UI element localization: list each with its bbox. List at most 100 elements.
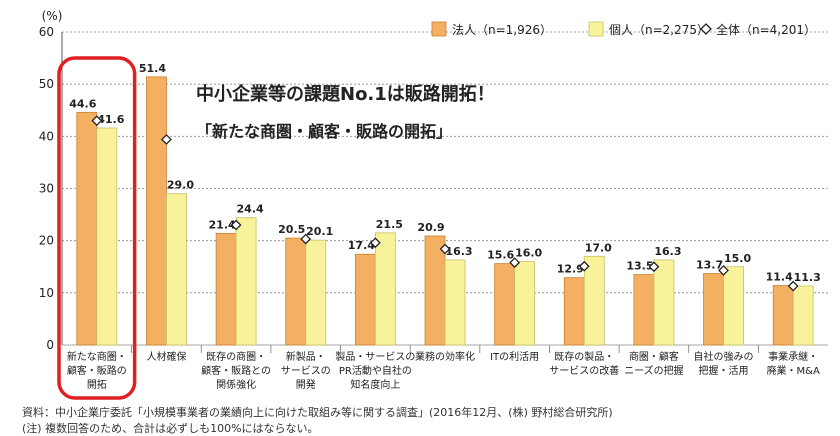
y-axis-unit-label: (%) [42, 9, 63, 23]
x-tick-label: 開発 [296, 378, 316, 391]
bar-kojin [723, 266, 744, 346]
x-tick-label: 顧客・販路との [201, 364, 271, 377]
x-tick-label: 把握・活用 [699, 364, 749, 377]
data-label-hojin: 51.4 [139, 62, 166, 75]
data-label-kojin: 21.5 [376, 218, 403, 231]
marker-zentai [718, 264, 729, 276]
x-tick-label: 人材確保 [146, 350, 186, 363]
marker-zentai [648, 261, 660, 273]
data-label-hojin: 15.6 [487, 249, 514, 262]
data-label-hojin: 21.4 [209, 218, 236, 231]
bar-hojin [146, 76, 167, 346]
source-note: 資料：中小企業庁委託「小規模事業者の業績向上に向けた取組み等に関する調査」(20… [22, 406, 613, 419]
bar-kojin [166, 193, 187, 346]
data-label-kojin: 17.0 [585, 241, 612, 254]
data-label-kojin: 29.0 [167, 179, 194, 192]
marker-zentai [369, 237, 381, 249]
x-tick-label: 廃業・M&A [767, 364, 820, 377]
bar-hojin [494, 263, 516, 346]
marker-zentai [300, 233, 312, 245]
data-label-hojin: 13.5 [626, 260, 653, 273]
bar-hojin [424, 235, 446, 346]
y-tick-label: 0 [46, 338, 54, 352]
marker-zentai [439, 243, 451, 255]
legend-label-zentai: 全体（n=4,201） [716, 22, 816, 37]
data-label-hojin: 17.4 [348, 239, 375, 252]
legend-label-kojin: 個人（n=2,275） [609, 23, 709, 37]
data-label-hojin: 44.6 [69, 97, 96, 110]
y-tick-label: 50 [39, 77, 54, 91]
bar-kojin [792, 285, 814, 346]
footnote: (注) 複数回答のため、合計は必ずしも100%にはならない。 [22, 422, 319, 435]
x-tick-label: ニーズの把握 [624, 364, 684, 377]
data-label-kojin: 16.0 [515, 247, 542, 260]
bar-kojin [374, 232, 396, 346]
x-tick-label: PR活動や自社の [339, 364, 412, 377]
data-label-kojin: 41.6 [97, 113, 124, 126]
bar-hojin [76, 111, 98, 346]
headline-2: 「新たな商圏・顧客・販路の開拓」 [196, 122, 453, 141]
x-tick-label: ITの利活用 [490, 351, 539, 363]
marker-zentai [509, 257, 521, 268]
x-tick-label: 業務の効率化 [415, 350, 475, 363]
marker-zentai [578, 260, 590, 272]
bar-hojin [354, 253, 376, 346]
data-label-kojin: 16.3 [654, 245, 681, 258]
x-tick-label: 開拓 [87, 379, 107, 391]
x-tick-label: 自社の強みの [694, 350, 754, 363]
legend-swatch-kojin [588, 21, 604, 37]
data-label-kojin: 15.0 [724, 252, 751, 265]
bar-kojin [583, 255, 605, 346]
bar-kojin [96, 127, 118, 346]
legend-label-hojin: 法人（n=1,926） [452, 23, 552, 37]
bar-hojin [285, 237, 307, 346]
highlight-outline [57, 56, 137, 400]
data-label-hojin: 13.7 [696, 259, 723, 272]
marker-zentai [91, 115, 103, 127]
y-tick-label: 10 [39, 286, 54, 300]
bar-hojin [633, 274, 655, 346]
bars: 44.641.6 51.4 29.0 21.424.4 20.5 20.1 17.421.5… [57, 56, 821, 400]
x-tick-label: 商圏・顧客 [629, 350, 679, 363]
x-tick-label: 顧客・販路の [67, 364, 127, 377]
legend-marker-zentai [700, 23, 712, 35]
y-tick-label: 20 [39, 234, 54, 248]
x-tick-label: 既存の商圏・ [206, 350, 266, 363]
bar-hojin [703, 273, 724, 346]
data-label-hojin: 11.4 [766, 271, 793, 284]
legend: 法人（n=1,926） 個人（n=2,275） 全体（n=4,201） [431, 21, 816, 37]
bar-kojin [653, 259, 675, 346]
data-label-kojin: 24.4 [237, 203, 264, 216]
bar-kojin [514, 261, 536, 346]
x-tick-label: サービスの改善 [549, 364, 619, 377]
data-label-kojin: 20.1 [306, 225, 333, 238]
y-tick-label: 60 [39, 25, 54, 39]
data-label-kojin: 11.3 [794, 271, 821, 284]
data-label-hojin: 20.5 [278, 223, 305, 236]
bar-chart: (%) 0 10 20 30 40 50 60 44.641.6 51.4 29.0 21.424.… [39, 9, 828, 400]
bar-kojin [444, 259, 466, 346]
headline-1: 中小企業等の課題No.1は販路開拓！ [196, 84, 495, 105]
x-tick-label: 新製品・ [286, 350, 326, 363]
data-label-kojin: 16.3 [445, 245, 472, 258]
x-tick-label: 知名度向上 [350, 378, 400, 391]
data-label-hojin: 20.9 [417, 221, 444, 234]
x-tick-label: 関係強化 [216, 378, 256, 391]
y-tick-label: 40 [39, 129, 54, 143]
marker-zentai [161, 134, 172, 145]
x-tick-label: 製品・サービスの [335, 350, 415, 363]
legend-swatch-hojin [431, 21, 447, 37]
bar-hojin [772, 285, 794, 346]
bar-hojin [563, 277, 585, 346]
x-tick-label: サービスの [281, 365, 331, 377]
x-tick-label: 事業承継・ [768, 350, 818, 363]
x-tick-label: 新たな商圏・ [67, 350, 127, 363]
x-tick-label: 既存の製品・ [554, 350, 614, 363]
bar-hojin [215, 232, 237, 346]
y-tick-label: 30 [39, 182, 54, 196]
bar-kojin [235, 217, 257, 346]
data-label-hojin: 12.9 [557, 263, 584, 276]
bar-kojin [305, 239, 327, 346]
marker-zentai [230, 219, 242, 231]
